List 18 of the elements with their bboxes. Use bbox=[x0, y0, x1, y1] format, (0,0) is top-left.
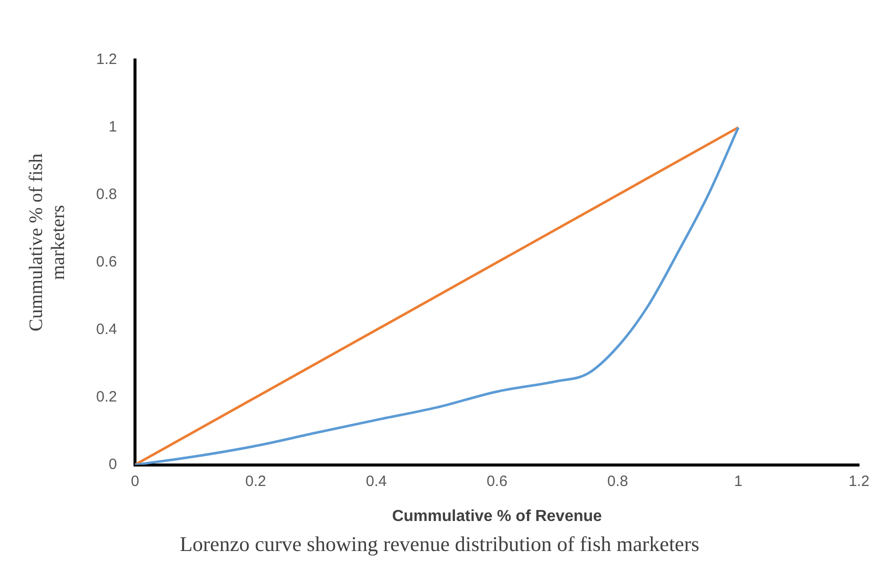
x-tick-label: 1 bbox=[734, 472, 743, 490]
y-tick-label: 1.2 bbox=[96, 51, 117, 68]
x-tick-label: 0.8 bbox=[607, 472, 628, 490]
y-tick-label: 1 bbox=[108, 118, 117, 136]
y-tick-label: 0.8 bbox=[96, 186, 117, 204]
x-tick-label: 0.6 bbox=[486, 472, 508, 490]
x-tick-label: 0.2 bbox=[245, 472, 266, 490]
y-tick-label: 0.6 bbox=[96, 254, 117, 271]
x-axis-title: Cummulative % of Revenue bbox=[392, 508, 602, 525]
line-series bbox=[135, 126, 740, 465]
y-tick-label: 0.4 bbox=[96, 321, 117, 338]
x-tick-label: 1.2 bbox=[848, 472, 870, 490]
x-tick-label: 0 bbox=[130, 472, 140, 490]
y-axis-title: Cummulative % of fish marketers bbox=[26, 152, 69, 332]
y-tick-label: 0 bbox=[108, 456, 117, 473]
x-tick-label: 0.4 bbox=[366, 472, 387, 490]
y-tick-label: 0.2 bbox=[96, 388, 117, 406]
text: Lorenzo curve showing revenue distribution of fish marketers bbox=[178, 532, 700, 557]
